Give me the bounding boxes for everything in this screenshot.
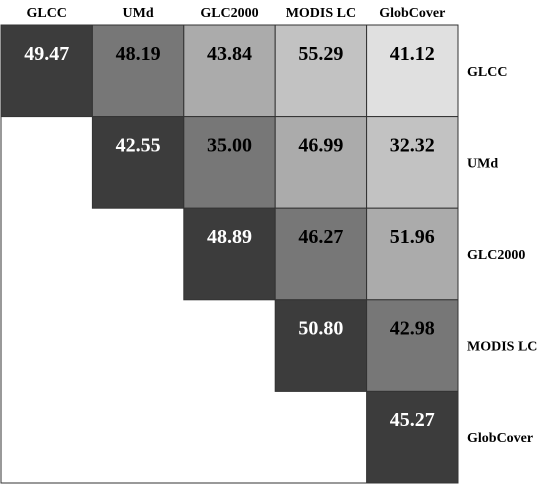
- heatmap-cell: [274, 207, 368, 301]
- column-label: UMd: [123, 6, 154, 21]
- cell-value-label: 55.29: [298, 43, 343, 65]
- column-labels: GLCC UMd GLC2000 MODIS LC GlobCover: [26, 6, 445, 21]
- cell-value-label: 41.12: [390, 43, 435, 65]
- row-label: GlobCover: [467, 431, 533, 446]
- cell-value-label: 42.98: [390, 318, 435, 340]
- column-label: GLC2000: [200, 6, 258, 21]
- cell-value-label: 48.89: [207, 226, 252, 248]
- heatmap-cells: 49.47 48.19 43.84 55.29 41.12 42.55 35.00 46.99…: [0, 24, 459, 484]
- heatmap-cell: [91, 24, 185, 118]
- cell-value-label: 46.27: [298, 226, 343, 248]
- cell-value-label: 45.27: [390, 409, 435, 431]
- cell-value-label: 50.80: [298, 318, 343, 340]
- heatmap-cell: [274, 299, 368, 392]
- heatmap-cell: [366, 116, 459, 209]
- cell-value-label: 42.55: [116, 134, 161, 156]
- column-label: GLCC: [26, 6, 66, 21]
- heatmap-cell: [274, 24, 368, 118]
- cell-value-label: 46.99: [298, 134, 343, 156]
- cell-value-label: 48.19: [116, 43, 161, 65]
- plot-frame: [0, 24, 459, 484]
- heatmap-cell: [183, 116, 276, 209]
- heatmap-cell: [0, 24, 93, 118]
- row-label: GLC2000: [467, 248, 525, 263]
- heatmap-cell: [91, 116, 185, 209]
- cell-value-label: 35.00: [207, 134, 252, 156]
- cell-value-label: 51.96: [390, 226, 435, 248]
- row-label: GLCC: [467, 65, 507, 80]
- heatmap-cell: [366, 299, 459, 392]
- row-label: UMd: [467, 156, 498, 171]
- row-label: MODIS LC: [467, 340, 537, 355]
- row-labels: GLCC UMd GLC2000 MODIS LC GlobCover: [467, 65, 537, 446]
- column-label: GlobCover: [379, 6, 445, 21]
- heatmap-cell: [366, 390, 459, 484]
- heatmap-cell: [183, 207, 276, 301]
- column-label: MODIS LC: [286, 6, 356, 21]
- heatmap-cell: [274, 116, 368, 209]
- heatmap-cell: [183, 24, 276, 118]
- heatmap-cell: [366, 207, 459, 301]
- cell-value-label: 32.32: [390, 134, 435, 156]
- cell-value-label: 43.84: [207, 43, 252, 65]
- heatmap-cell: [366, 24, 459, 118]
- cell-value-label: 49.47: [24, 43, 69, 65]
